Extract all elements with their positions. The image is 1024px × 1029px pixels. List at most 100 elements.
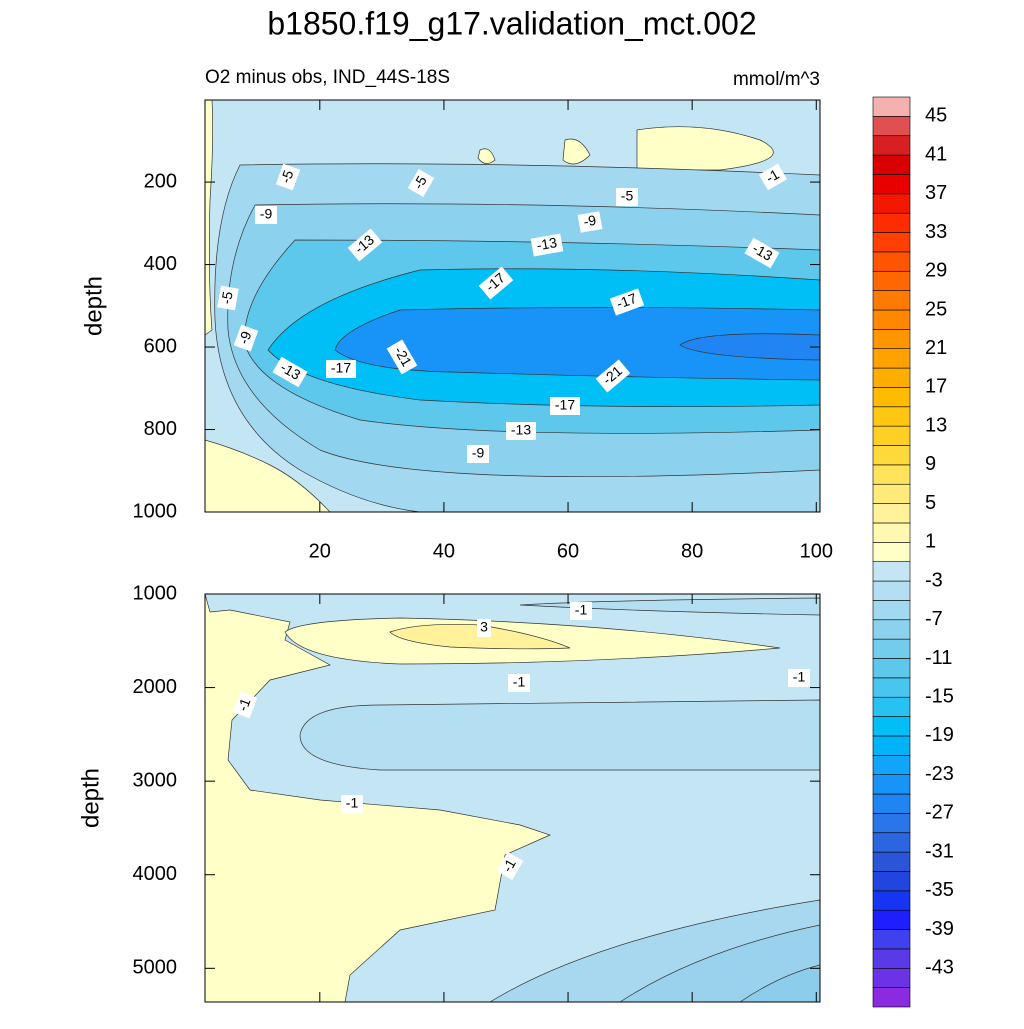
contour-label-text: -13	[511, 422, 531, 438]
y-tick-label: 1000	[133, 500, 178, 522]
colorbar-tick-label: 17	[925, 376, 947, 398]
contour-label: -13	[506, 422, 536, 440]
contour-label: -13	[530, 233, 564, 257]
contour-label-text: -1	[793, 669, 806, 685]
label-box	[478, 266, 514, 300]
colorbar-tick-label: 1	[925, 531, 936, 553]
colorbar-tick-label: 5	[925, 492, 936, 514]
contour-label-text: -17	[555, 397, 575, 413]
colorbar-tick-label: 13	[925, 414, 947, 436]
colorbar-box	[872, 522, 911, 543]
contour-label: -1	[496, 851, 524, 881]
colorbar-box	[872, 600, 911, 621]
x-tick-label: 40	[433, 540, 455, 562]
colorbar-box	[872, 290, 911, 311]
contour-label-text: -17	[614, 290, 639, 312]
colorbar-tick-label: -27	[925, 802, 954, 824]
contour-label-text: -1	[346, 795, 359, 811]
label-box	[347, 228, 383, 262]
colorbar-box	[872, 154, 911, 175]
label-box	[570, 602, 592, 620]
colorbar-box	[872, 967, 911, 988]
colorbar-tick-label: 37	[925, 182, 947, 204]
contour-label: -5	[217, 285, 239, 311]
colorbar-box	[872, 464, 911, 485]
y-tick-label: 2000	[133, 676, 178, 698]
colorbar-box	[872, 754, 911, 775]
colorbar-tick-label: -43	[925, 957, 954, 979]
colorbar-box	[872, 716, 911, 737]
colorbar-box	[872, 270, 911, 291]
contour-label-text: -9	[472, 445, 485, 461]
contour-label: -5	[275, 163, 301, 191]
label-box	[530, 233, 564, 257]
y-tick-label: 800	[144, 418, 177, 440]
label-box	[467, 445, 489, 463]
contour-fill	[205, 100, 820, 512]
y-axis-label: depth	[80, 276, 107, 336]
contour-label: -1	[788, 669, 810, 687]
label-box	[758, 163, 788, 191]
x-tick-label: 60	[557, 540, 579, 562]
colorbar-box	[872, 329, 911, 350]
colorbar-box	[872, 832, 911, 853]
label-box	[506, 422, 536, 440]
y-tick-label: 200	[144, 170, 177, 192]
x-tick-label: 80	[681, 540, 703, 562]
colorbar-box	[872, 793, 911, 814]
colorbar-box	[872, 445, 911, 466]
units: mmol/m^3	[733, 69, 820, 90]
colorbar-box	[872, 677, 911, 698]
colorbar-box	[872, 425, 911, 446]
colorbar-box	[872, 542, 911, 562]
colorbar-box	[872, 212, 911, 233]
label-box	[326, 360, 356, 378]
colorbar-box	[872, 561, 911, 582]
label-box	[275, 163, 301, 191]
colorbar-tick-label: -11	[925, 647, 952, 669]
colorbar-box	[872, 638, 911, 659]
y-tick-label: 5000	[133, 957, 178, 979]
contour-label: -9	[577, 211, 603, 233]
contour-label-text: -5	[621, 188, 634, 204]
colorbar-box	[872, 929, 911, 950]
colorbar-box	[872, 483, 911, 504]
colorbar-box	[872, 948, 911, 969]
contour-label-text: -1	[234, 696, 253, 713]
label-box	[609, 288, 645, 316]
label-box	[255, 206, 277, 224]
colorbar-box	[872, 309, 911, 330]
contour-label-text: -1	[575, 602, 588, 618]
colorbar-box	[872, 387, 911, 408]
colorbar-box	[872, 406, 911, 427]
colorbar-box	[872, 348, 911, 369]
contour-label-text: -5	[218, 290, 236, 305]
colorbar-box	[872, 890, 911, 911]
colorbar-box	[872, 174, 911, 195]
colorbar-box	[872, 871, 911, 892]
colorbar-tick-label: 33	[925, 221, 947, 243]
subtitle: O2 minus obs, IND_44S-18S	[205, 67, 450, 88]
contour-label: -9	[255, 206, 277, 224]
label-box	[477, 619, 491, 637]
colorbar-tick-label: -31	[925, 840, 954, 862]
colorbar-tick-label: -19	[925, 724, 954, 746]
colorbar-box	[872, 909, 911, 930]
colorbar-box	[872, 580, 911, 601]
colorbar-box	[872, 658, 911, 679]
contour-label-text: -9	[582, 212, 597, 230]
colorbar-tick-label: 9	[925, 453, 936, 475]
contour-label-text: 3	[480, 619, 488, 635]
colorbar-box	[872, 987, 911, 1008]
contour-label: -21	[386, 339, 418, 375]
contour-label-text: -9	[235, 329, 254, 346]
contour-label: -1	[508, 674, 530, 692]
label-box	[508, 674, 530, 692]
contour-fill	[205, 594, 820, 1002]
colorbar-tick-label: 41	[925, 143, 947, 165]
colorbar-box	[872, 503, 911, 524]
colorbar-box	[872, 135, 911, 156]
colorbar-tick-label: -39	[925, 918, 954, 940]
colorbar-box	[872, 619, 911, 640]
y-axis-label: depth	[77, 768, 104, 828]
